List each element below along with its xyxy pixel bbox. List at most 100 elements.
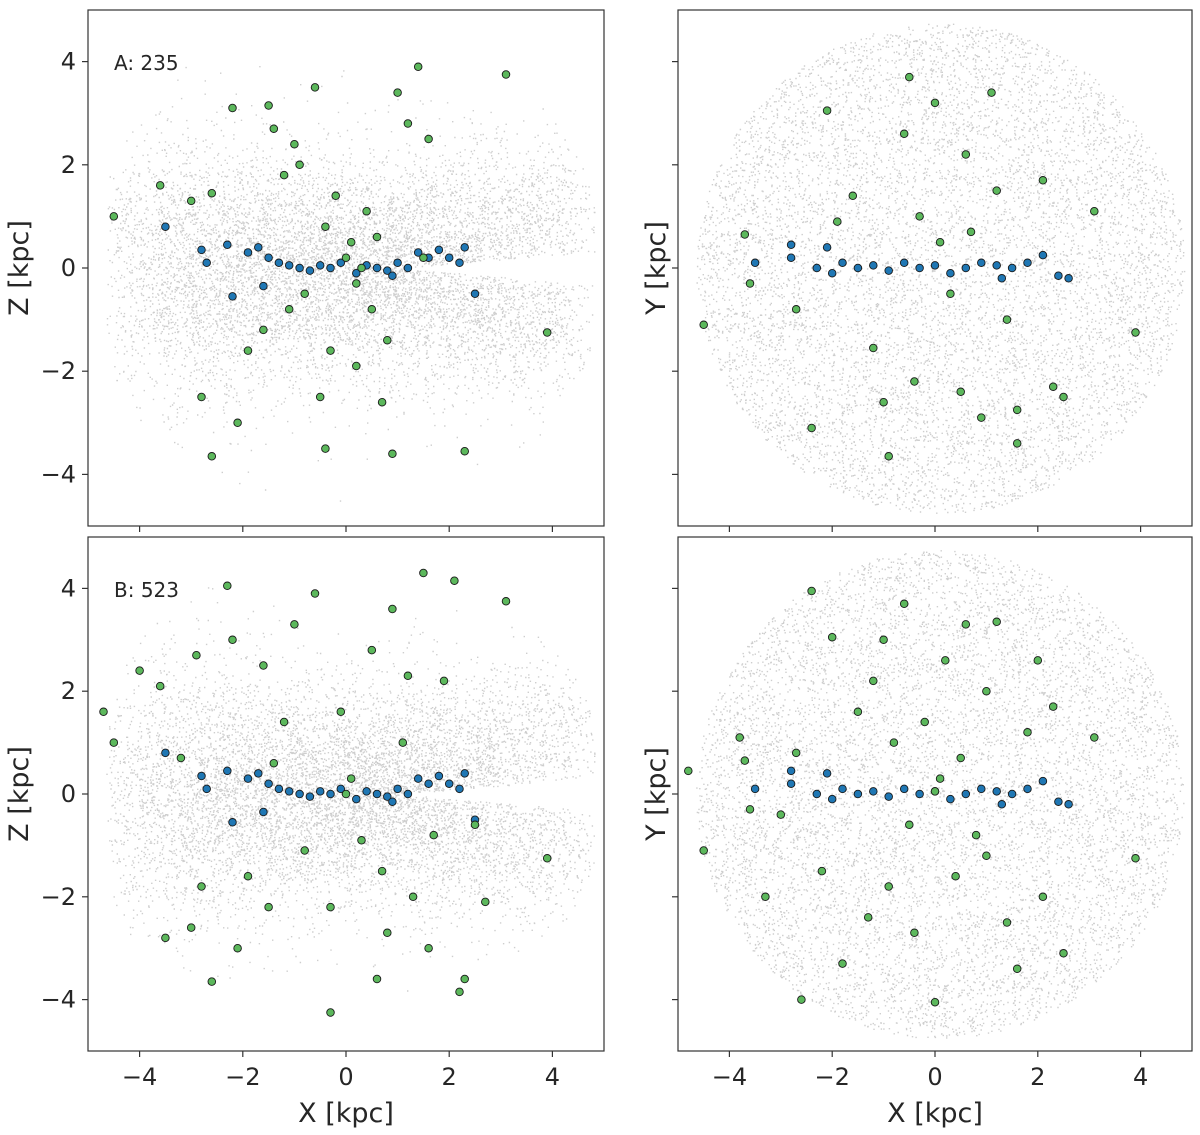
green-point [99,707,108,717]
green-point [326,902,335,912]
blue-point [827,794,837,804]
green-point [228,635,237,645]
green-point [946,289,955,299]
green-point [987,88,996,97]
y-tick-label: 4 [61,574,76,602]
green-point [192,650,201,660]
y-tick-label: −2 [41,883,76,911]
green-point [413,62,423,72]
green-point [910,928,919,938]
green-point [1131,328,1140,337]
green-point [501,597,511,606]
panel-label: A: 235 [114,51,179,75]
blue-point [254,769,263,778]
blue-point [853,263,863,273]
blue-point [455,258,464,268]
green-point [321,222,330,231]
green-point [930,997,940,1007]
background-star-cloud [696,23,1186,514]
blue-point [997,274,1007,283]
blue-point [997,800,1007,809]
blue-point [460,243,469,252]
green-point [699,846,708,855]
blue-point [223,766,232,776]
green-point [930,787,940,796]
panel-label: B: 523 [114,578,179,602]
blue-point [161,222,170,231]
green-point [966,227,976,237]
blue-point [434,245,444,255]
green-point [362,206,371,216]
blue-point [352,794,361,804]
green-point [290,139,299,149]
green-point [745,279,755,288]
blue-point [1054,271,1063,280]
blue-point [197,245,206,255]
y-tick-label: 2 [61,151,76,179]
green-point [961,150,971,159]
green-point [135,666,144,675]
blue-point [1023,784,1032,794]
green-point [310,589,320,598]
green-point [807,423,816,433]
green-point [295,160,304,170]
blue-point [786,240,796,250]
green-point [388,604,397,614]
blue-point [254,243,263,252]
green-point [259,325,268,335]
background-star-cloud [696,550,1185,1039]
green-point [884,882,893,891]
blue-point [315,787,325,796]
blue-point [899,258,909,268]
green-point [905,72,914,82]
green-point [992,186,1001,195]
blue-point [388,271,397,280]
green-point [848,191,858,201]
green-point [408,892,418,902]
blue-point [295,263,304,273]
green-point [372,974,382,984]
green-point [1023,728,1032,737]
y-tick-label: 2 [61,677,76,705]
green-point [481,897,490,907]
blue-point [259,807,268,817]
green-point [155,181,165,190]
green-point [956,753,965,763]
blue-point [869,787,878,796]
panel-a-xy: Y [kpc] [641,9,1193,532]
green-point [1059,392,1068,402]
green-point [388,449,397,459]
blue-point [1007,263,1017,273]
blue-point [1054,797,1063,806]
green-point [243,346,253,355]
y-tick-label: −4 [41,986,76,1014]
blue-point [336,784,346,794]
blue-point [827,268,837,278]
green-point [331,191,340,201]
blue-point [383,266,392,275]
x-tick-label: 0 [927,1063,942,1091]
blue-point [1007,789,1017,799]
green-point [1038,892,1048,902]
y-tick-label: −4 [41,460,76,488]
green-point [377,397,387,407]
blue-point [915,263,924,273]
blue-point [884,792,893,801]
blue-point [264,779,273,788]
blue-point [264,253,273,262]
blue-point [362,787,371,796]
green-point [1002,918,1012,927]
blue-point [413,248,423,257]
blue-point [444,253,454,262]
blue-point [372,789,382,799]
green-point [290,620,299,629]
green-point [300,289,309,299]
blue-point [243,774,253,783]
green-point [910,377,919,386]
green-point [403,119,413,128]
y-tick-label: 0 [61,780,76,808]
green-point [321,444,330,453]
blue-point [413,774,423,783]
green-point [879,635,888,645]
green-point [269,758,279,768]
